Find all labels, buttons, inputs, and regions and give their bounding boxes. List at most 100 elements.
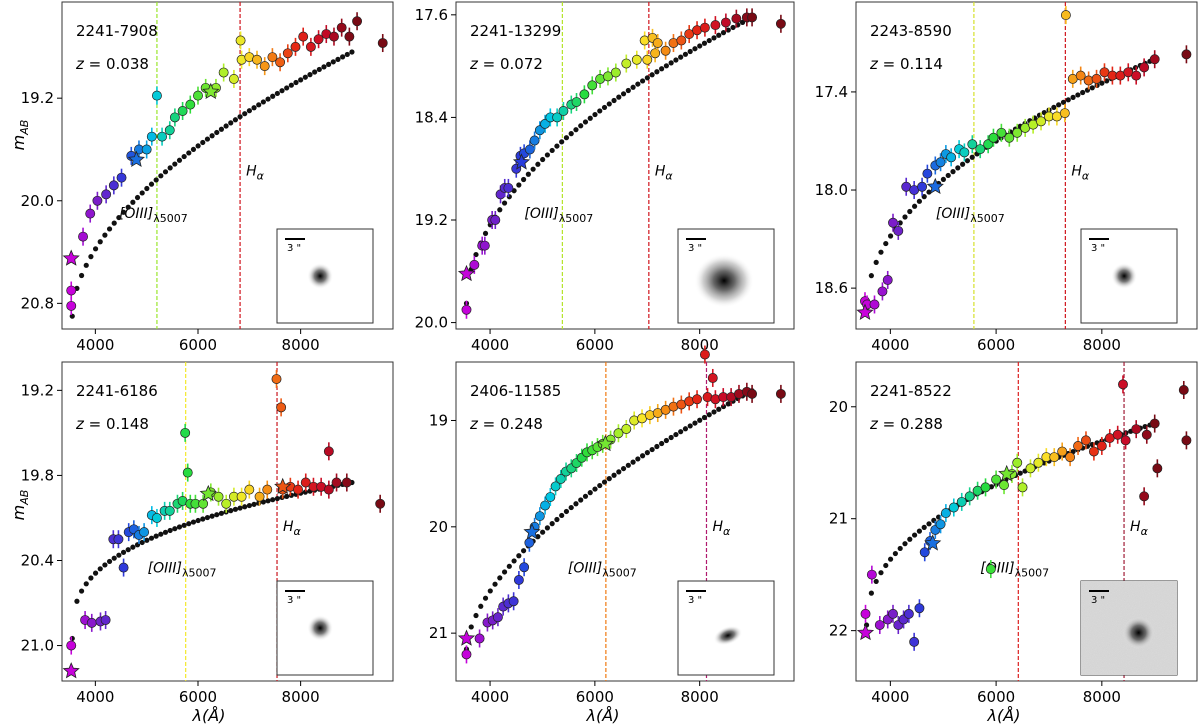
model-point (516, 553, 522, 559)
photometry-point (254, 491, 265, 502)
photometry-point (720, 17, 731, 28)
y-tick-label: 20.0 (21, 192, 54, 210)
galaxy-id: 2241-8522 (870, 382, 952, 400)
model-point (167, 165, 173, 171)
model-point (1065, 97, 1071, 103)
model-point (516, 182, 522, 188)
model-point (97, 239, 103, 245)
photometry-point (1073, 440, 1083, 451)
model-point (907, 536, 913, 542)
y-tick-label: 21 (829, 510, 848, 528)
photometry-point (177, 106, 188, 116)
model-point (716, 32, 722, 38)
photometry-point (78, 231, 88, 242)
oiii-label: [OIII]λ5007 (119, 206, 188, 225)
photometry-point (313, 34, 324, 45)
photometry-point (909, 636, 920, 647)
model-point (195, 143, 201, 149)
model-point (302, 74, 308, 80)
model-point (725, 401, 731, 407)
model-point (950, 169, 956, 175)
model-point (883, 240, 889, 247)
model-point (214, 512, 220, 518)
model-point (195, 517, 201, 524)
photometry-point (1139, 62, 1150, 73)
model-point (209, 513, 215, 519)
model-point (716, 406, 722, 412)
y-axis-title-top: mAB (9, 120, 31, 151)
galaxy-image (307, 263, 334, 289)
model-point (1051, 104, 1057, 110)
model-point (687, 423, 693, 429)
model-point (497, 207, 503, 213)
star-marker (512, 153, 531, 170)
model-point (125, 547, 131, 553)
photometry-point (692, 394, 703, 405)
oiii-label: [OIII]λ5007 (568, 561, 637, 580)
model-point (616, 469, 622, 475)
photometry-point (999, 480, 1009, 491)
y-tick-label: 19.8 (21, 466, 54, 484)
model-point (158, 173, 164, 179)
photometry-point (182, 467, 193, 478)
photometry-point (141, 144, 152, 155)
model-point (172, 526, 178, 532)
galaxy-id: 2241-13299 (470, 22, 561, 40)
model-point (916, 198, 922, 204)
model-point (326, 61, 332, 67)
model-point (521, 548, 527, 554)
model-point (78, 272, 85, 279)
model-point (78, 588, 85, 594)
photometry-point (877, 286, 888, 297)
model-point (473, 612, 479, 619)
photometry-point (461, 304, 472, 315)
photometry-point (474, 633, 485, 644)
model-point (501, 569, 508, 575)
oiii-label: [OIII]λ5007 (936, 206, 1005, 225)
model-point (158, 531, 164, 537)
photometry-point (100, 615, 111, 625)
model-point (251, 501, 257, 507)
star-marker (274, 477, 292, 495)
model-point (554, 516, 560, 523)
model-point (873, 259, 879, 265)
model-point (1017, 470, 1023, 476)
photometry-point (935, 519, 946, 530)
photometry-point (1149, 54, 1160, 65)
model-point (625, 462, 631, 468)
model-point (682, 426, 689, 432)
x-tick-label: 8000 (282, 336, 320, 354)
photometry-points (856, 375, 1192, 651)
model-point (544, 525, 550, 531)
model-point (139, 539, 145, 546)
y-axis-title-bottom: mAB (9, 490, 31, 521)
model-point (139, 190, 145, 196)
model-point (501, 200, 508, 206)
photometry-point (180, 427, 191, 438)
model-point (162, 169, 169, 175)
model-point (497, 575, 503, 581)
scale-bar-label: 3 " (1091, 243, 1105, 254)
star-marker (127, 150, 145, 168)
y-tick-label: 18.4 (415, 108, 448, 126)
model-point (563, 135, 570, 141)
model-point (639, 453, 646, 459)
x-tick-label: 6000 (977, 336, 1015, 354)
scale-bar-label: 3 " (1091, 595, 1105, 606)
photometry-point (66, 640, 77, 651)
oiii-label: [OIII]λ5007 (524, 206, 593, 225)
y-tick-label: 20.4 (21, 551, 54, 569)
photometry-point (508, 596, 519, 607)
model-point (687, 48, 693, 55)
x-tick-label: 4000 (471, 688, 509, 706)
model-point (868, 590, 874, 596)
photometry-point (1075, 70, 1086, 81)
x-tick-label: 6000 (179, 336, 217, 354)
photometry-point (869, 299, 880, 310)
halpha-label: Hα (283, 519, 302, 538)
y-tick-label: 19.2 (415, 211, 448, 229)
photometry-point (571, 97, 582, 107)
model-point (349, 49, 355, 55)
x-axis-title-3: λ(Å) (987, 706, 1021, 725)
model-point (284, 85, 290, 91)
